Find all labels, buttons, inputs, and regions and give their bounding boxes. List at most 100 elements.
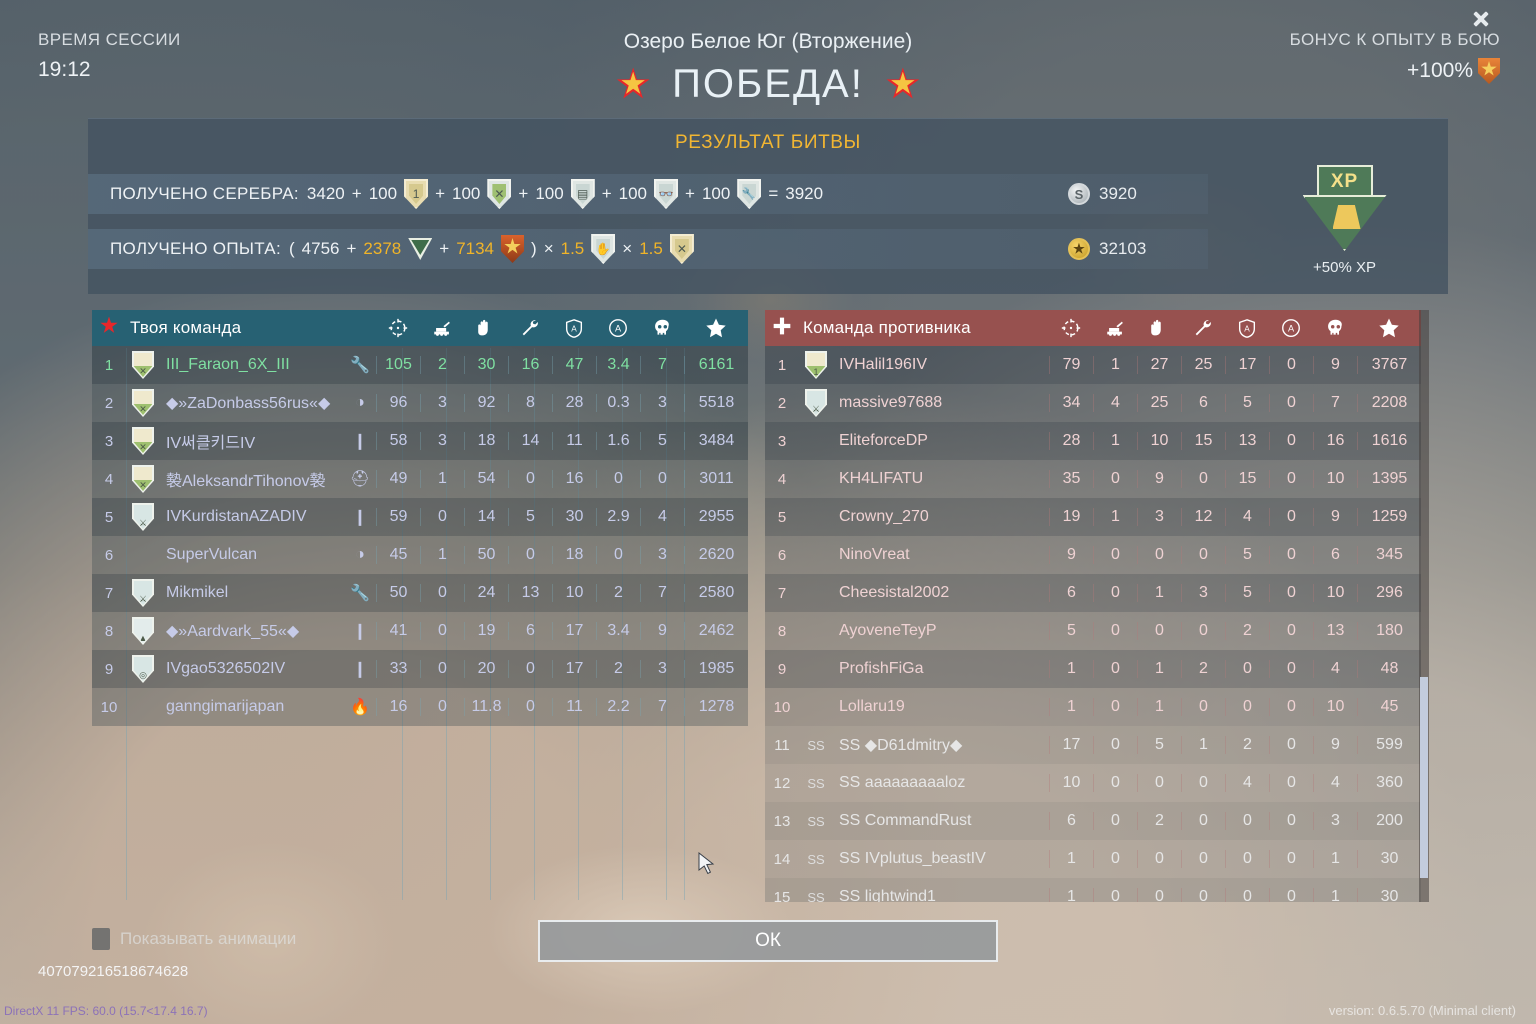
player-name: Crowny_270 <box>839 508 929 525</box>
table-row[interactable]: 11 SS SS ◆D61dmitry◆ 17 0 5 1 2 0 9 599 <box>765 726 1421 764</box>
table-row[interactable]: 6 NinoVreat 9 0 0 0 5 0 6 345 <box>765 536 1421 574</box>
player-name: SS ◆D61dmitry◆ <box>839 737 963 754</box>
stat-score: 1395 <box>1357 470 1421 488</box>
stat-repair: 0 <box>1181 850 1225 868</box>
silver-coin-icon: S <box>1068 183 1090 205</box>
table-row[interactable]: 7 ⚔ Mikmikel 🔧 50 0 24 13 10 2 7 2580 <box>92 574 748 612</box>
needle-icon: ❙ <box>353 661 367 678</box>
stat-assist-shield: 0 <box>1225 812 1269 830</box>
xp-bonus-1: 2378 <box>363 239 402 258</box>
stat-repair: 0 <box>508 660 552 678</box>
table-row[interactable]: 3 ✕ IV써클키드IV ❙ 58 3 18 14 11 1.6 5 3484 <box>92 422 748 460</box>
table-row[interactable]: 13 SS SS CommandRust 6 0 2 0 0 0 3 200 <box>765 802 1421 840</box>
player-rank: 11 <box>774 736 790 754</box>
outcome-text: ПОБЕДА! <box>672 62 864 106</box>
stat-capture: 27 <box>1137 356 1181 374</box>
table-row[interactable]: 14 SS SS IVplutus_beastIV 1 0 0 0 0 0 1 30 <box>765 840 1421 878</box>
stat-assist-shield: 30 <box>552 508 596 526</box>
stat-kills: 0 <box>1093 812 1137 830</box>
plus-sign: + <box>346 239 357 258</box>
table-row[interactable]: 10 ganngimarijapan 🔥 16 0 11.8 0 11 2.2 7 1278 <box>92 688 748 726</box>
stat-repair: 5 <box>508 508 552 526</box>
xp-boost-badge: XP +50% XP <box>1277 165 1412 276</box>
table-row[interactable]: 7 Cheesistal2002 6 0 1 3 5 0 10 296 <box>765 574 1421 612</box>
iron-cross-icon <box>765 316 799 341</box>
show-animations-label: Показывать анимации <box>120 929 297 948</box>
show-animations-checkbox[interactable] <box>92 928 110 950</box>
stat-kills: 0 <box>1093 622 1137 640</box>
table-row[interactable]: 12 SS SS aaaaaaaaaloz 10 0 0 0 4 0 4 360 <box>765 764 1421 802</box>
table-row[interactable]: 2 ✕ ◆»ZaDonbass56rus«◆ ◑ 96 3 92 8 28 0.3 3 5518 <box>92 384 748 422</box>
stat-kills: 1 <box>1093 508 1137 526</box>
table-row[interactable]: 15 SS SS lightwind1 1 0 0 0 0 0 1 30 <box>765 878 1421 902</box>
stat-score: 2580 <box>684 584 748 602</box>
player-rank: 7 <box>104 584 114 602</box>
xp-earned-label: ПОЛУЧЕНО ОПЫТА: <box>110 239 281 258</box>
table-row[interactable]: 2 ⚔ massive97688 34 4 25 6 5 0 7 2208 <box>765 384 1421 422</box>
table-row[interactable]: 10 Lollaru19 1 0 1 0 0 0 10 45 <box>765 688 1421 726</box>
stat-hits: 59 <box>376 508 420 526</box>
stat-deaths: 3 <box>640 546 684 564</box>
stat-hits: 33 <box>376 660 420 678</box>
equals-sign: = <box>768 184 779 203</box>
table-row[interactable]: 1 1 IVHalil196IV 79 1 27 25 17 0 9 3767 <box>765 346 1421 384</box>
stat-assist-shield: 47 <box>552 356 596 374</box>
table-row[interactable]: 8 ▲ ◆»Aardvark_55«◆ ❙ 41 0 19 6 17 3.4 9 2462 <box>92 612 748 650</box>
stat-kills: 0 <box>1093 774 1137 792</box>
player-name: SuperVulcan <box>166 546 258 563</box>
stat-assist-circle: 1.6 <box>596 432 640 450</box>
gold-crossed-swords-shield-icon: ✕ <box>126 351 160 379</box>
xp-multiplier-1: 1.5 <box>560 239 585 258</box>
multiply-sign: × <box>543 239 554 258</box>
plus-sign: + <box>518 184 529 203</box>
table-row[interactable]: 5 Crowny_270 19 1 3 12 4 0 9 1259 <box>765 498 1421 536</box>
xp-boost-caption: +50% XP <box>1313 259 1376 276</box>
stat-repair: 2 <box>1181 660 1225 678</box>
close-icon[interactable] <box>1470 8 1492 30</box>
client-version: version: 0.6.5.70 (Minimal client) <box>1328 1003 1516 1018</box>
stat-score: 30 <box>1357 850 1421 868</box>
skull-icon <box>1313 318 1357 339</box>
table-row[interactable]: 9 ProfishFiGa 1 0 1 2 0 0 4 48 <box>765 650 1421 688</box>
stat-deaths: 9 <box>1313 356 1357 374</box>
flame-icon: 🔥 <box>350 699 370 716</box>
table-row[interactable]: 6 SuperVulcan ◑ 45 1 50 0 18 0 3 2620 <box>92 536 748 574</box>
table-row[interactable]: 8 AyoveneTeyP 5 0 0 0 2 0 13 180 <box>765 612 1421 650</box>
player-rank: 4 <box>104 470 114 488</box>
table-row[interactable]: 9 ◎ IVgao5326502IV ❙ 33 0 20 0 17 2 3 1985 <box>92 650 748 688</box>
stat-repair: 6 <box>1181 394 1225 412</box>
stat-repair: 0 <box>1181 546 1225 564</box>
player-name: IVKurdistanAZADIV <box>166 508 307 525</box>
open-paren: ( <box>288 239 295 258</box>
table-row[interactable]: 3 EliteforceDP 28 1 10 15 13 0 16 1616 <box>765 422 1421 460</box>
table-row[interactable]: 1 ✕ III_Faraon_6X_III 🔧 105 2 30 16 47 3.4 7 6161 <box>92 346 748 384</box>
stat-assist-shield: 2 <box>1225 622 1269 640</box>
stat-deaths: 0 <box>640 470 684 488</box>
player-rank: 1 <box>104 356 114 374</box>
stat-deaths: 10 <box>1313 698 1357 716</box>
enemy-team-header: Команда противника A A <box>765 310 1421 346</box>
ok-button[interactable]: ОК <box>538 920 998 962</box>
stat-assist-circle: 0 <box>1269 774 1313 792</box>
destroyed-tank-icon <box>1093 317 1137 339</box>
wrench-icon: 🔧 <box>350 357 370 374</box>
star-score-icon <box>684 316 748 340</box>
stat-kills: 0 <box>1093 850 1137 868</box>
stat-hits: 6 <box>1049 584 1093 602</box>
table-row[interactable]: 4 KH4LIFATU 35 0 9 0 15 0 10 1395 <box>765 460 1421 498</box>
stat-hits: 17 <box>1049 736 1093 754</box>
stat-assist-circle: 0 <box>1269 660 1313 678</box>
silver-earned-label: ПОЛУЧЕНО СЕРЕБРА: <box>110 184 299 203</box>
stat-assist-shield: 5 <box>1225 584 1269 602</box>
silver-bonus-4: 100 <box>618 184 647 203</box>
table-row[interactable]: 4 ✕ 褺AleksandrTihonov褺 ⛑ 49 1 54 0 16 0 0 3011 <box>92 460 748 498</box>
ss-runes-icon: SS <box>807 737 825 753</box>
stat-score: 200 <box>1357 812 1421 830</box>
scrollbar-thumb[interactable] <box>1420 677 1428 879</box>
show-animations-checkbox-row[interactable]: Показывать анимации <box>92 928 296 950</box>
table-row[interactable]: 5 ⚔ IVKurdistanAZADIV ❙ 59 0 14 5 30 2.9 4 2955 <box>92 498 748 536</box>
soviet-star-icon <box>92 316 126 340</box>
enemy-team-scrollbar[interactable] <box>1419 310 1429 902</box>
silver-total-amount: 3920 <box>785 184 824 203</box>
stat-score: 296 <box>1357 584 1421 602</box>
